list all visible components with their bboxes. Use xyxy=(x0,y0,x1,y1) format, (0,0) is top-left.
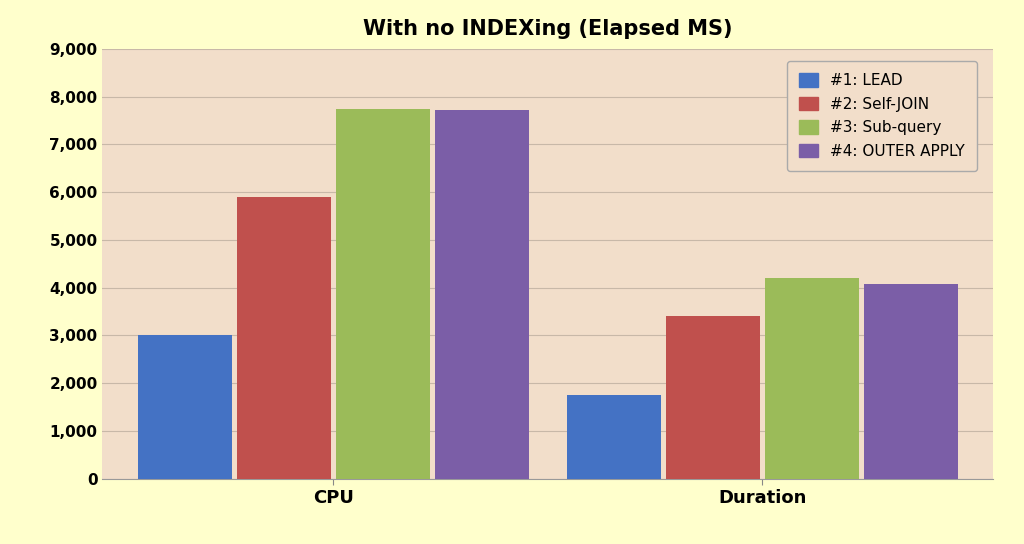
Bar xyxy=(765,278,859,479)
Bar xyxy=(567,395,660,479)
Bar xyxy=(435,109,528,479)
Bar xyxy=(336,109,430,479)
Bar xyxy=(237,197,331,479)
Bar xyxy=(138,335,231,479)
Bar xyxy=(864,284,957,479)
Legend: #1: LEAD, #2: Self-JOIN, #3: Sub-query, #4: OUTER APPLY: #1: LEAD, #2: Self-JOIN, #3: Sub-query, … xyxy=(787,61,977,171)
Bar xyxy=(666,317,760,479)
Title: With no INDEXing (Elapsed MS): With no INDEXing (Elapsed MS) xyxy=(364,19,732,39)
